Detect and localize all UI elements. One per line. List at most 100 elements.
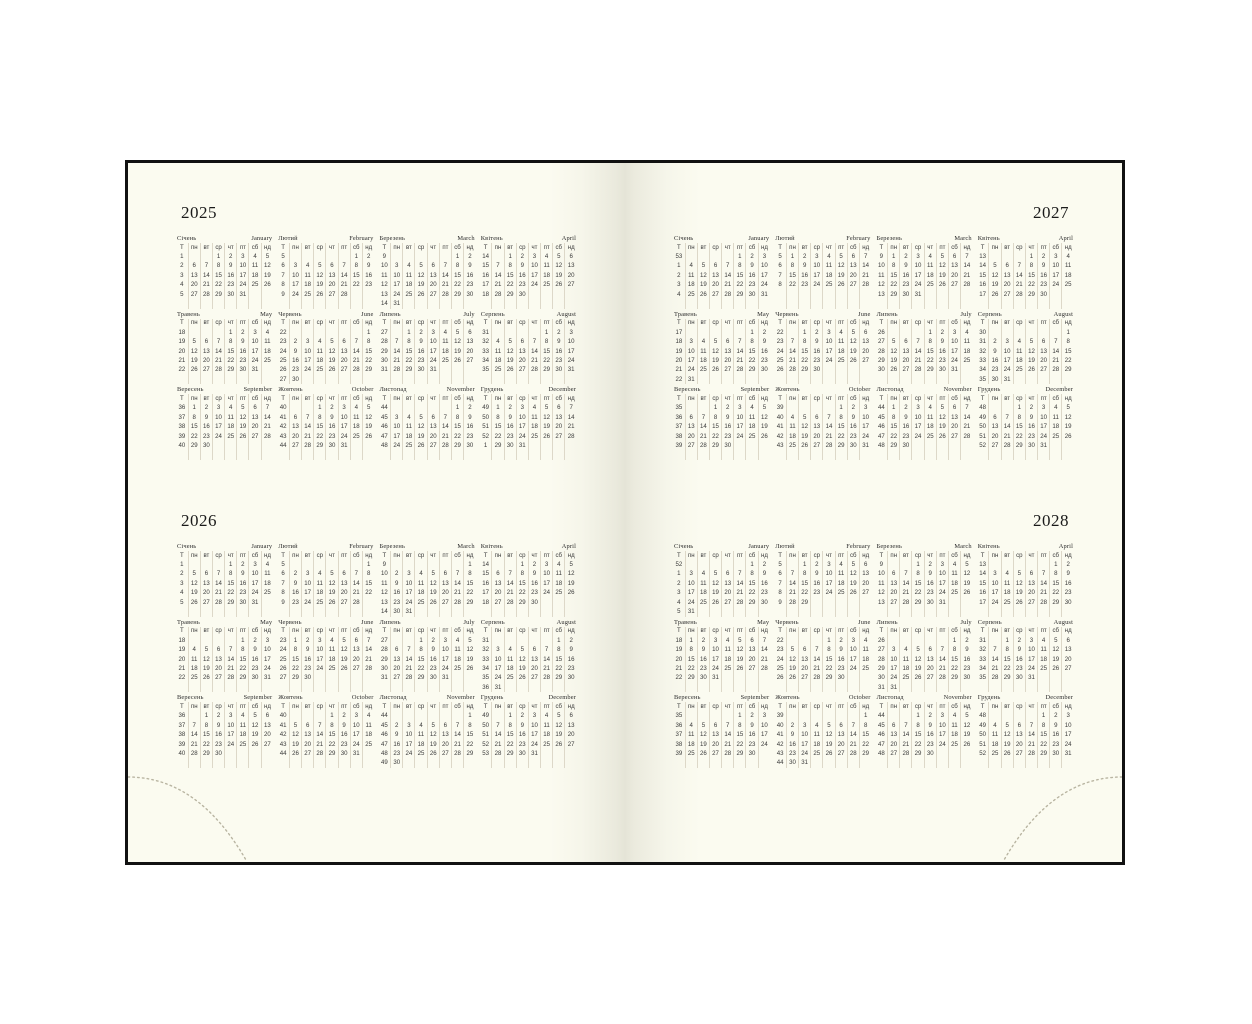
day-cell[interactable]: 3: [288, 261, 302, 272]
day-cell[interactable]: 13: [887, 730, 900, 741]
day-cell-sunday[interactable]: 2: [463, 252, 476, 262]
day-cell-sunday[interactable]: 24: [757, 280, 771, 290]
day-cell-saturday[interactable]: 16: [745, 271, 759, 281]
day-cell[interactable]: 8: [911, 569, 925, 580]
day-cell[interactable]: 21: [187, 740, 201, 750]
day-cell[interactable]: 5: [187, 337, 201, 347]
day-cell[interactable]: 17: [402, 588, 415, 598]
day-cell[interactable]: 4: [785, 413, 799, 423]
day-cell-sunday[interactable]: 7: [361, 636, 375, 646]
day-cell-sunday[interactable]: 6: [858, 328, 872, 338]
day-cell[interactable]: 12: [337, 645, 351, 655]
day-cell[interactable]: 2: [798, 252, 811, 262]
day-cell[interactable]: 9: [785, 730, 799, 741]
day-cell-saturday[interactable]: 23: [248, 664, 262, 674]
day-cell[interactable]: 29: [288, 673, 302, 684]
day-cell[interactable]: 12: [313, 271, 326, 281]
day-cell[interactable]: 2: [785, 721, 799, 731]
day-cell[interactable]: 17: [211, 422, 225, 433]
day-cell[interactable]: 30: [1012, 673, 1026, 684]
day-cell[interactable]: 28: [911, 365, 925, 376]
day-cell-saturday[interactable]: 12: [846, 569, 860, 580]
day-cell-saturday[interactable]: 26: [846, 356, 860, 366]
day-cell[interactable]: 21: [1037, 588, 1050, 598]
day-cell[interactable]: 22: [733, 280, 746, 290]
day-cell[interactable]: 24: [527, 280, 541, 290]
day-cell[interactable]: 9: [515, 261, 529, 272]
day-cell-sunday[interactable]: 9: [757, 569, 771, 580]
day-cell-sunday[interactable]: 13: [858, 337, 872, 347]
day-cell[interactable]: 9: [236, 569, 249, 580]
day-cell[interactable]: 2: [923, 560, 937, 570]
day-cell[interactable]: 16: [288, 588, 302, 598]
day-cell[interactable]: 10: [236, 261, 249, 272]
day-cell[interactable]: 30: [288, 375, 302, 385]
day-cell[interactable]: 1: [325, 711, 339, 722]
day-cell[interactable]: 1: [1012, 403, 1026, 414]
day-cell-saturday[interactable]: 22: [745, 588, 759, 598]
day-cell-sunday[interactable]: 22: [1061, 356, 1074, 366]
day-cell[interactable]: 18: [325, 654, 339, 665]
day-cell[interactable]: 9: [721, 413, 734, 423]
day-cell[interactable]: 14: [211, 346, 225, 357]
day-cell[interactable]: 4: [684, 261, 698, 272]
day-cell[interactable]: 5: [708, 337, 722, 347]
day-cell[interactable]: 25: [402, 441, 415, 451]
day-cell[interactable]: 3: [911, 403, 925, 414]
day-cell-sunday[interactable]: 3: [858, 403, 872, 414]
day-cell[interactable]: 24: [402, 597, 415, 608]
day-cell-sunday[interactable]: 5: [1061, 403, 1074, 414]
day-cell[interactable]: 30: [810, 365, 823, 376]
day-cell-saturday[interactable]: 6: [846, 252, 860, 262]
day-cell[interactable]: 27: [684, 441, 698, 451]
day-cell-saturday[interactable]: 19: [450, 346, 464, 357]
day-cell[interactable]: 11: [1000, 579, 1014, 589]
day-cell[interactable]: 6: [708, 721, 722, 731]
day-cell-saturday[interactable]: 8: [1049, 569, 1062, 580]
day-cell-saturday[interactable]: 21: [450, 740, 464, 750]
day-cell[interactable]: 9: [211, 721, 225, 731]
day-cell-saturday[interactable]: 17: [947, 346, 961, 357]
day-cell[interactable]: 14: [503, 579, 517, 589]
day-cell[interactable]: 23: [1037, 280, 1050, 290]
day-cell-sunday[interactable]: 2: [564, 636, 577, 646]
day-cell[interactable]: 15: [236, 654, 249, 665]
day-cell-saturday[interactable]: 25: [349, 432, 363, 442]
day-cell-saturday[interactable]: 2: [552, 328, 565, 338]
day-cell[interactable]: 30: [503, 441, 517, 451]
day-cell[interactable]: 16: [414, 346, 428, 357]
day-cell[interactable]: 11: [414, 579, 428, 589]
day-cell-saturday[interactable]: 20: [349, 654, 363, 665]
day-cell[interactable]: 10: [426, 337, 440, 347]
day-cell-sunday[interactable]: 13: [564, 721, 577, 731]
day-cell[interactable]: 15: [503, 271, 517, 281]
day-cell[interactable]: 21: [911, 356, 925, 366]
day-cell[interactable]: 11: [236, 721, 249, 731]
day-cell-saturday[interactable]: 9: [745, 721, 759, 731]
day-cell[interactable]: 31: [491, 683, 505, 693]
day-cell[interactable]: 4: [810, 721, 823, 731]
day-cell[interactable]: 13: [515, 346, 529, 357]
day-cell[interactable]: 24: [438, 664, 452, 674]
day-cell-sunday[interactable]: 19: [960, 579, 973, 589]
day-cell[interactable]: 19: [325, 588, 339, 598]
day-cell[interactable]: 11: [899, 654, 912, 665]
day-cell-saturday[interactable]: 27: [349, 664, 363, 674]
day-cell-saturday[interactable]: 8: [745, 569, 759, 580]
day-cell[interactable]: 19: [935, 422, 949, 433]
day-cell[interactable]: 24: [911, 280, 925, 290]
day-cell-sunday[interactable]: 21: [260, 422, 274, 433]
day-cell[interactable]: 1: [187, 403, 201, 414]
day-cell[interactable]: 8: [224, 337, 237, 347]
day-cell-sunday[interactable]: 6: [1061, 636, 1074, 646]
day-cell[interactable]: 14: [899, 579, 912, 589]
day-cell[interactable]: 18: [899, 664, 912, 674]
day-cell[interactable]: 10: [911, 261, 925, 272]
day-cell-saturday[interactable]: 11: [745, 413, 759, 423]
day-cell-saturday[interactable]: 30: [1049, 749, 1062, 759]
day-cell-sunday[interactable]: 20: [260, 730, 274, 741]
day-cell[interactable]: 20: [438, 740, 452, 750]
day-cell-saturday[interactable]: 2: [1049, 711, 1062, 722]
day-cell[interactable]: 7: [527, 337, 541, 347]
day-cell-saturday[interactable]: 18: [349, 422, 363, 433]
